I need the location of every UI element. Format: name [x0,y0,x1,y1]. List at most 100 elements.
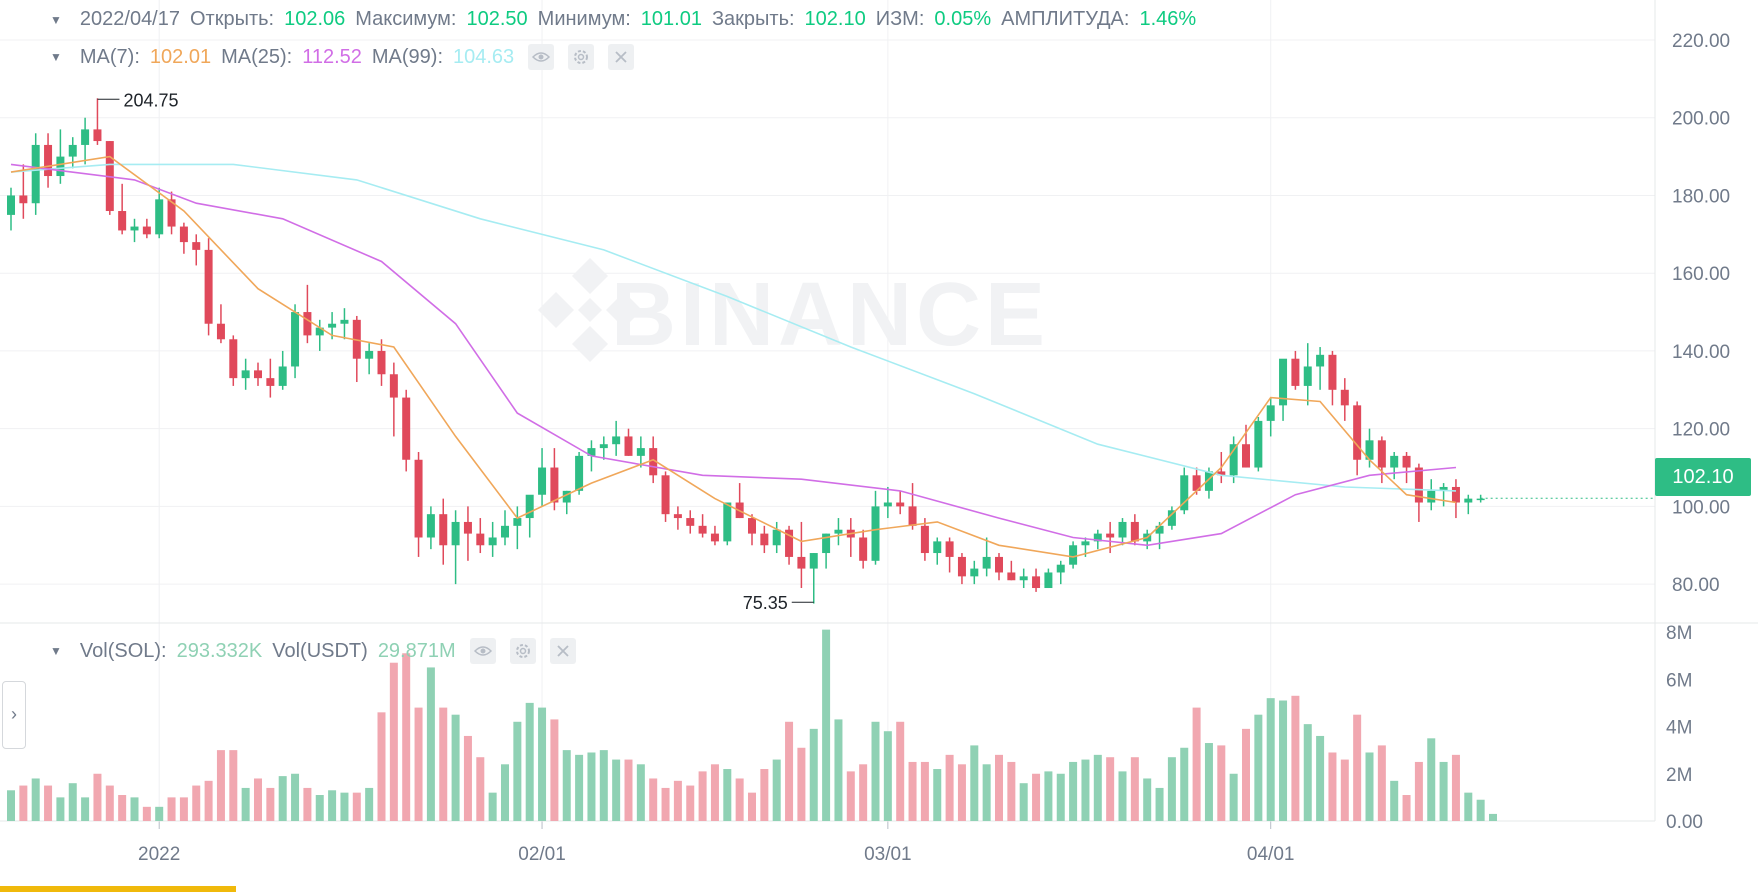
amplitude-value: 1.46% [1139,8,1197,30]
ohlc-legend: ▼ 2022/04/17 Открыть: 102.06 Максимум: 1… [50,8,1196,31]
candle-body [1069,545,1078,565]
candle-body [896,502,905,507]
volume-bar [686,785,695,821]
candle-body [1007,572,1016,581]
ma99-value: 104.63 [453,45,515,68]
candle-body [995,556,1003,573]
candle-body [463,521,472,534]
volume-bar [538,707,547,821]
volume-bar [1254,714,1263,821]
candle-body [908,506,917,526]
candle-body [1217,471,1226,476]
candle-body [7,195,15,215]
candle-body [673,514,682,519]
candle-body [142,226,151,235]
volume-bar [56,797,65,821]
eye-icon[interactable] [528,44,555,70]
candle-body [1167,510,1176,526]
collapse-caret-icon[interactable]: ▼ [50,644,62,658]
candle-body [414,459,423,538]
close-icon[interactable] [608,44,635,70]
candle-body [1328,354,1337,390]
volume-bar [698,771,707,821]
candle-body [538,467,547,495]
volume-bar [1143,778,1152,821]
collapse-caret-icon[interactable]: ▼ [50,50,62,64]
volume-bar [1204,743,1213,821]
volume-bar [439,707,448,821]
volume-bar [1155,787,1164,821]
volume-bar [488,792,497,821]
candle-body [809,553,818,569]
volume-bar [1365,752,1374,821]
volume-legend: ▼ Vol(SOL): 293.332K Vol(USDT) 29.871M [50,638,576,664]
volume-bar [772,759,781,821]
volume-bar [377,712,386,821]
gear-icon[interactable] [568,44,595,70]
candle-body [1365,440,1374,460]
volume-bar [859,764,868,821]
volume-bar [908,761,917,821]
candle-body [179,226,188,243]
volume-bar [612,759,621,821]
vol-usdt-value: 29.871M [377,639,456,662]
volume-bar [834,719,843,821]
ma99-label: MA(99): [371,45,443,68]
candle-body [254,370,262,379]
volume-bar [1229,773,1238,821]
candle-body [167,199,176,227]
candle-body [291,312,300,367]
volume-bar [451,714,460,821]
candle-body [1303,366,1312,386]
binance-logo-icon [538,258,642,362]
volume-bar [167,797,176,821]
expand-panel-chevron-icon[interactable]: › [2,681,26,749]
change-label: ИЗМ: [875,8,925,30]
volume-bar [1279,700,1288,821]
candle-body [118,211,127,231]
candle-body [920,525,929,554]
time-tick-label: 2022 [138,844,180,865]
volume-bar [1032,773,1041,821]
candle-body [575,455,584,491]
volume-bar [1019,783,1028,821]
volume-bar [402,653,411,821]
volume-bar [562,750,571,821]
volume-bar [1489,813,1497,821]
candle-body [1229,444,1238,476]
candle-body [1377,440,1386,468]
candle-body [1266,405,1275,421]
volume-bar [192,785,201,821]
eye-icon[interactable] [469,638,496,664]
gear-icon[interactable] [509,638,536,664]
volume-bar [1266,698,1275,821]
close-icon[interactable] [549,638,576,664]
volume-bar [1081,759,1090,821]
candle-body [982,556,991,569]
volume-bar [957,764,966,821]
volume-tick-label: 6M [1666,670,1692,691]
candle-body [686,518,695,526]
volume-bar [797,747,806,821]
candle-body [241,370,250,379]
volume-bar [1303,724,1312,821]
collapse-caret-icon[interactable]: ▼ [50,12,62,27]
candle-body [340,319,349,324]
volume-bar [587,752,596,821]
volume-bar [1242,728,1250,821]
candle-body [315,327,324,336]
candle-body [562,490,571,503]
volume-bar [501,764,509,821]
volume-bar [970,745,979,821]
candle-body [192,242,201,250]
volume-bar [1340,759,1349,821]
candle-body [1279,358,1288,406]
candle-body [488,537,497,546]
volume-bar [1192,707,1201,821]
volume-bar [513,721,522,821]
volume-tick-label: 2M [1666,765,1692,786]
candle-body [1130,521,1139,542]
volume-bar [426,667,435,821]
candle-body [933,541,942,554]
